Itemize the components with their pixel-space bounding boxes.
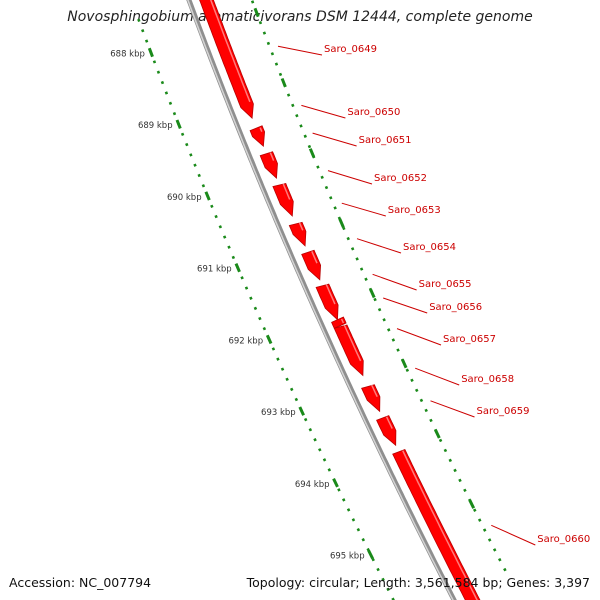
gene-label[interactable]: Saro_0652 (374, 173, 427, 184)
scale-tick (367, 549, 374, 560)
scale-tick-label: 689 kbp (138, 121, 173, 131)
gene-label-leader (383, 297, 428, 314)
gene-label-leader (356, 238, 402, 254)
gene-label[interactable]: Saro_0649 (324, 44, 377, 55)
scale-tick (298, 406, 305, 416)
gene-label[interactable]: Saro_0657 (443, 334, 496, 345)
gene-arrow-sheen (259, 127, 263, 132)
gene-arrow-sheen (311, 251, 318, 264)
scale-tick-label: 691 kbp (197, 265, 232, 275)
scale-tick-label: 688 kbp (110, 49, 145, 59)
gene-arrow-sheen (282, 183, 291, 200)
gene-arrow-sheen (325, 283, 336, 305)
gene-label-leader (341, 202, 386, 217)
scale-tick (369, 288, 376, 299)
scale-tick (468, 499, 476, 509)
sequence-backbone (186, 0, 457, 600)
gene-label-leader (430, 400, 475, 418)
scale-tick-label: 693 kbp (261, 408, 296, 418)
gene-label[interactable]: Saro_0658 (461, 374, 514, 385)
gene-arrow-saro-0654[interactable] (301, 249, 322, 281)
gene-arrow-saro-0651[interactable] (259, 151, 278, 179)
gene-arrow-sheen (340, 318, 345, 324)
scale-tick (147, 47, 154, 58)
scale-tick-label: 694 kbp (295, 480, 330, 490)
scale-tick (338, 218, 345, 228)
gene-arrow-saro-0658[interactable] (361, 384, 381, 413)
gene-label-leader (327, 170, 373, 185)
gene-label[interactable]: Saro_0653 (388, 205, 441, 216)
gene-label-leader (277, 45, 323, 56)
gene-label-leader (415, 367, 460, 386)
gene-arrow-saro-0659[interactable] (376, 415, 397, 447)
gene-arrow-saro-0652[interactable] (272, 183, 294, 217)
gene-arrow-sheen (298, 222, 304, 231)
scale-tick-label: 692 kbp (228, 336, 263, 346)
genome-stats-text: Topology: circular; Length: 3,561,584 bp… (246, 575, 590, 590)
scale-tick (401, 358, 408, 369)
gene-arrow-sheen (343, 324, 362, 362)
gene-arrow-saro-0657[interactable] (333, 324, 364, 377)
scale-tick-label: 695 kbp (330, 552, 365, 562)
gene-label-leader (301, 104, 346, 119)
gene-label[interactable]: Saro_0656 (429, 302, 482, 313)
gene-arrow-saro-0655[interactable] (315, 283, 339, 321)
gene-arrow-sheen (209, 0, 251, 103)
accession-text: Accession: NC_007794 (9, 575, 152, 590)
scale-tick (280, 77, 287, 88)
gene-arrow-saro-0653[interactable] (288, 221, 307, 247)
gene-label[interactable]: Saro_0650 (347, 107, 400, 118)
gene-arrow-sheen (269, 152, 275, 161)
gene-arrow-saro-0650[interactable] (249, 125, 266, 148)
gene-label-leader (372, 273, 417, 291)
scale-tick-label: 690 kbp (167, 193, 202, 203)
gene-label[interactable]: Saro_0651 (359, 135, 412, 146)
gene-arrow-saro-0649[interactable] (194, 0, 254, 120)
scale-tick (308, 148, 316, 158)
gene-label[interactable]: Saro_0659 (477, 406, 530, 417)
scale-tick (265, 334, 273, 345)
gene-label-leader (491, 524, 536, 546)
gene-label[interactable]: Saro_0655 (419, 279, 472, 290)
scale-tick (332, 478, 339, 488)
gene-arrow-sheen (402, 450, 478, 600)
gene-arrow-sheen (385, 416, 393, 429)
gene-label[interactable]: Saro_0660 (537, 534, 590, 545)
scale-tick (434, 429, 441, 439)
gene-label-leader (312, 132, 357, 147)
gene-arrow-sheen (370, 384, 378, 398)
map-title: Novosphingobium aromaticivorans DSM 1244… (67, 9, 533, 25)
gene-label-leader (396, 328, 442, 346)
scale-tick (204, 191, 211, 201)
scale-tick (253, 7, 260, 18)
scale-tick (234, 263, 241, 273)
scale-tick (175, 119, 182, 129)
sequence-backbone-highlight (187, 0, 454, 600)
gene-label[interactable]: Saro_0654 (403, 242, 456, 253)
